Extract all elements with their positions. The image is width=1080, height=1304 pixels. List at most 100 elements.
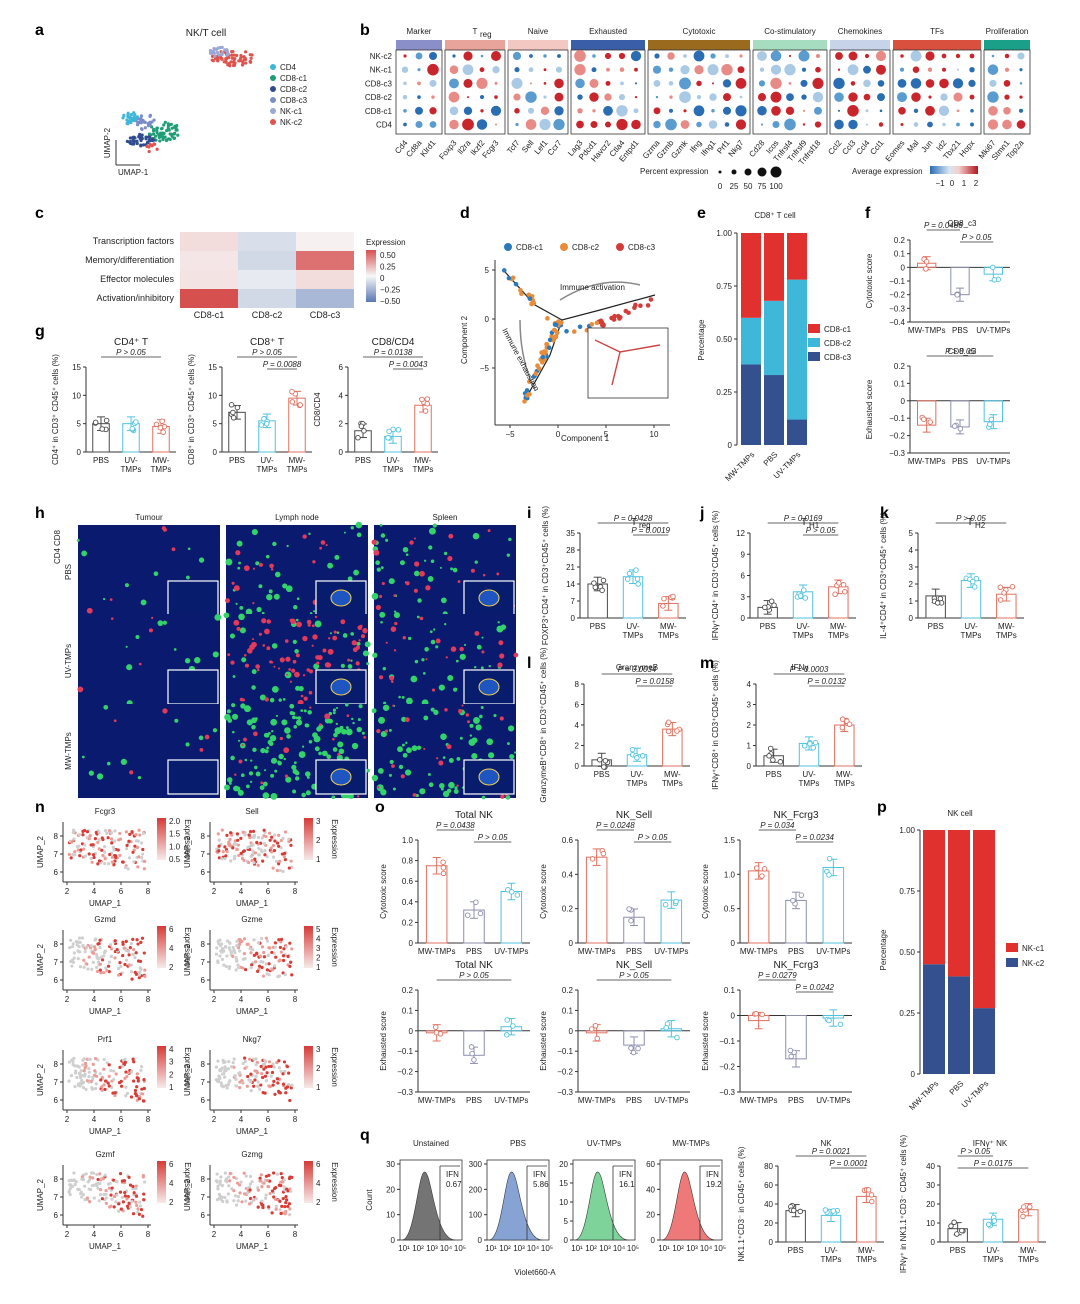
featureplot-cell: [234, 968, 238, 972]
featureplot-cell: [248, 947, 252, 951]
cell-cd8: [285, 585, 293, 593]
x-tick-label: MW-: [415, 456, 432, 465]
featureplot-cell: [242, 1192, 247, 1196]
featureplot-cell: [275, 859, 279, 863]
data-point: [160, 429, 166, 435]
y-tick-label: 0.1: [894, 250, 906, 259]
featureplot-cell: [125, 1197, 129, 1201]
cell-cd8: [453, 789, 459, 794]
umap-point-cd8-c3: [136, 121, 140, 126]
dotplot-dot: [403, 122, 407, 127]
cell-cd8: [401, 743, 405, 747]
colorbar-tick: 5: [316, 925, 321, 934]
featureplot-cell: [141, 831, 146, 835]
featureplot-cell: [236, 963, 240, 967]
y-tick-label: 5: [909, 529, 914, 538]
featureplot-cell: [120, 860, 125, 864]
featureplot-cell: [235, 939, 239, 943]
featureplot-cell: [239, 851, 243, 855]
dotplot-dot: [428, 51, 438, 61]
cell-cd8: [275, 714, 279, 717]
featureplot-cell: [127, 839, 131, 843]
cell-cd4: [266, 646, 271, 651]
cell-cd4: [444, 708, 448, 712]
cell-cd8: [332, 711, 336, 715]
dotplot-dot: [863, 79, 871, 88]
y-tick-label: 0.1: [724, 986, 736, 995]
dotplot-row-label: CD8-c3: [365, 79, 393, 88]
featureplot-cell: [83, 1074, 87, 1078]
dotplot-dot: [630, 50, 642, 62]
y-tick-label: 0: [569, 1027, 574, 1036]
featureplot-cell: [227, 1080, 231, 1084]
x-tick-label: PBS: [355, 456, 371, 465]
y-tick-label: 6: [54, 1096, 59, 1105]
cell-cd4: [300, 694, 304, 698]
cell-cd8: [345, 728, 353, 736]
legend-label: CD4: [280, 63, 297, 72]
featureplot-cell: [135, 1076, 139, 1080]
x-tick-label: 10²: [412, 1244, 424, 1253]
featureplot-cell: [223, 1060, 227, 1064]
umap-point-cd8-c3: [139, 114, 144, 118]
cell-cd8: [329, 632, 333, 635]
featureplot-cell: [140, 856, 144, 860]
umap-point-nk-c1: [208, 49, 213, 53]
featureplot-cell: [277, 1066, 282, 1070]
featureplot-cell: [226, 1192, 230, 1196]
featureplot-cell: [129, 1095, 134, 1099]
x-tick-label: UV-: [260, 456, 274, 465]
featureplot-cell: [96, 1181, 100, 1185]
cell-cd4: [393, 594, 397, 597]
featureplot-cell: [121, 1058, 126, 1062]
dotplot-dot: [429, 107, 437, 115]
featureplot-cell: [85, 1079, 89, 1083]
y-tick-label: 0.8: [402, 857, 414, 866]
featureplot-cell: [216, 1184, 220, 1188]
colorbar-tick: 6: [316, 1160, 321, 1169]
featureplot-cell: [253, 857, 257, 861]
cell-cd4: [409, 540, 414, 545]
featureplot-cell: [107, 960, 112, 964]
featureplot-cell: [281, 958, 286, 963]
legend-dot: [616, 243, 624, 251]
cell-cd8: [416, 615, 420, 619]
featureplot-cell: [234, 1077, 238, 1081]
featureplot-cell: [266, 953, 270, 958]
gene-label: Ccl3: [840, 138, 858, 156]
data-point: [592, 1023, 599, 1029]
dotplot-dot: [863, 65, 871, 74]
cell-cd4: [285, 656, 291, 662]
dotplot-dot: [514, 108, 520, 114]
cell-cd4: [394, 621, 398, 626]
dotplot-dot: [604, 52, 612, 60]
featureplot-cell: [228, 1171, 232, 1176]
featureplot-cell: [133, 1088, 138, 1093]
x-tick-label: 6: [266, 887, 271, 896]
x-tick-label: 10³: [686, 1244, 698, 1253]
cell-cd8: [405, 553, 409, 556]
data-point: [464, 912, 471, 918]
cell-cd8: [410, 675, 418, 683]
x-tick-label: 8: [146, 1115, 151, 1124]
legend-label: NK-c1: [1022, 944, 1045, 953]
cell-cd4: [371, 539, 377, 545]
cell-cd4: [199, 747, 204, 752]
cell-cd8: [173, 648, 177, 651]
cell-cd8: [336, 631, 340, 634]
cell-cd8: [308, 740, 313, 744]
stacked-bar-segment: [741, 317, 761, 365]
p-value: P > 0.05: [962, 233, 992, 242]
featureplot-cell: [256, 835, 261, 840]
dotplot-dot: [956, 122, 960, 127]
umap-point-nk-c2: [224, 60, 228, 64]
featureplot-cell: [135, 1085, 139, 1089]
featureplot-cell: [91, 1062, 95, 1066]
featureplot-cell: [124, 1070, 128, 1074]
cell-cd8: [355, 521, 363, 529]
stacked-bar-segment: [923, 830, 945, 965]
featureplot-cell: [120, 1195, 125, 1200]
featureplot-cell: [135, 1203, 139, 1208]
umap-point-nk-c2: [238, 56, 243, 61]
umap-point-cd8-c2: [135, 139, 139, 143]
